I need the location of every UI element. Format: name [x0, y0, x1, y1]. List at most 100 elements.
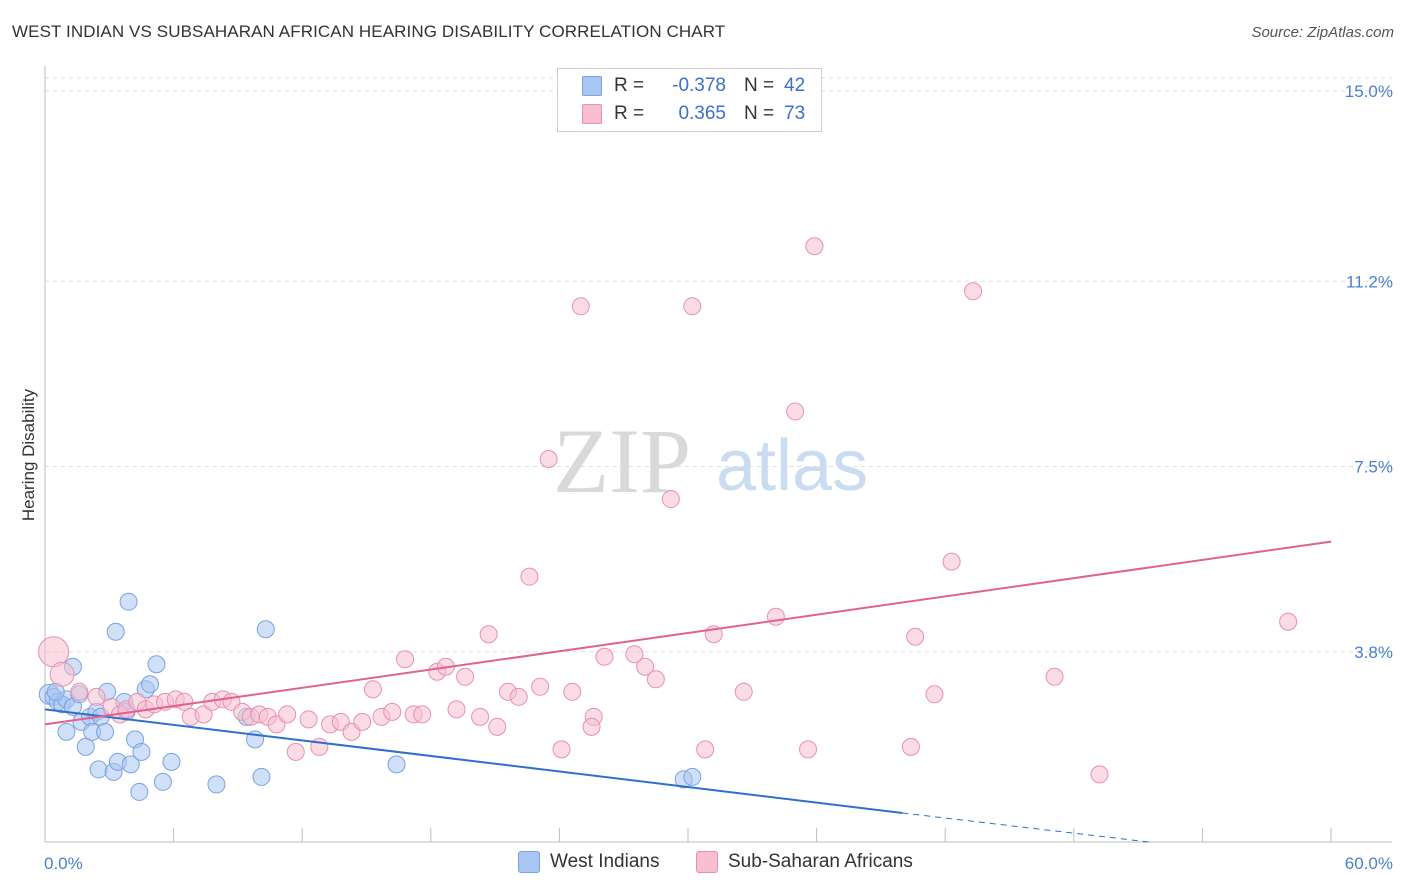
- sub-saharan-point: [520, 567, 539, 586]
- west-indian-trend-extension: [902, 812, 1149, 843]
- sub-saharan-trend-line: [44, 540, 1332, 726]
- legend-n-label: N =: [744, 103, 775, 124]
- sub-saharan-point: [563, 682, 582, 701]
- sub-saharan-point: [1045, 667, 1064, 686]
- sub-saharan-point: [683, 297, 702, 316]
- sub-saharan-point: [552, 740, 571, 759]
- y-tick-label: 7.5%: [1354, 458, 1393, 477]
- west-indian-point: [132, 742, 151, 761]
- sub-saharan-point: [805, 237, 824, 256]
- sub-saharan-point: [696, 740, 715, 759]
- west-indian-point: [57, 722, 76, 741]
- sub-saharan-point: [942, 552, 961, 571]
- sub-saharan-point: [49, 661, 75, 687]
- sub-saharan-point: [509, 687, 528, 706]
- legend-r-value: -0.378: [672, 75, 726, 96]
- west-indian-point: [387, 755, 406, 774]
- sub-saharan-point: [734, 682, 753, 701]
- x-tick-label-max: 60.0%: [1345, 854, 1393, 873]
- x-tick-label-min: 0.0%: [44, 854, 83, 873]
- sub-saharan-point: [766, 607, 785, 626]
- y-axis-label: Hearing Disability: [19, 388, 38, 521]
- bottom-legend-label: Sub-Saharan Africans: [728, 851, 913, 872]
- legend-n-value: 73: [784, 103, 806, 124]
- west-indian-point: [147, 655, 166, 674]
- west-indian-point: [121, 755, 140, 774]
- correlation-legend: R = -0.378 N = 42 R = 0.365 N = 73: [557, 68, 822, 132]
- west-indians-points: [38, 592, 702, 801]
- sub-saharan-point: [799, 740, 818, 759]
- legend-r-label: R =: [614, 75, 645, 96]
- sub-saharan-point: [646, 670, 665, 689]
- sub-saharan-point: [531, 677, 550, 696]
- watermark: ZIP atlas: [553, 410, 868, 512]
- sub-saharan-point: [471, 707, 490, 726]
- gridlines: [45, 77, 1392, 653]
- source-label: Source: ZipAtlas.com: [1251, 24, 1394, 41]
- bottom-legend-label: West Indians: [550, 851, 660, 872]
- legend-r-value: 0.365: [678, 103, 726, 124]
- west-indian-point: [76, 737, 95, 756]
- legend-n-label: N =: [744, 75, 775, 96]
- sub-saharan-point: [1279, 612, 1298, 631]
- watermark-atlas: atlas: [716, 426, 868, 506]
- sub-saharan-point: [571, 297, 590, 316]
- sub-saharan-point: [479, 625, 498, 644]
- y-tick-label: 15.0%: [1345, 82, 1393, 101]
- west-indian-point: [106, 622, 125, 641]
- sub-saharan-point: [488, 717, 507, 736]
- sub-saharan-point: [383, 702, 402, 721]
- west-indian-point: [683, 767, 702, 786]
- sub-saharan-point: [964, 282, 983, 301]
- trend-lines: [44, 540, 1332, 843]
- west-indian-point: [162, 752, 181, 771]
- sub-saharan-point: [87, 687, 106, 706]
- sub-saharan-point: [1090, 765, 1109, 784]
- legend-swatch-west-indians: [582, 76, 602, 96]
- bottom-legend-sub-saharan: Sub-Saharan Africans: [696, 851, 913, 873]
- y-tick-label: 11.2%: [1346, 272, 1393, 291]
- sub-saharan-point: [278, 705, 297, 724]
- west-indian-point: [89, 760, 108, 779]
- bottom-legend-west-indians: West Indians: [518, 851, 659, 873]
- sub-saharan-point: [447, 700, 466, 719]
- sub-saharan-point: [661, 490, 680, 509]
- sub-saharan-point: [786, 402, 805, 421]
- y-tick-label: 3.8%: [1354, 643, 1393, 662]
- sub-saharan-point: [901, 737, 920, 756]
- west-indian-point: [252, 767, 271, 786]
- sub-saharan-point: [353, 712, 372, 731]
- west-indian-point: [256, 620, 275, 639]
- legend-r-label: R =: [614, 103, 645, 124]
- sub-saharan-point: [539, 450, 558, 469]
- west-indian-point: [207, 775, 226, 794]
- sub-saharan-point: [363, 680, 382, 699]
- legend-swatch-sub-saharan: [582, 104, 602, 124]
- west-indian-trend-line: [44, 708, 903, 814]
- sub-saharan-point: [582, 717, 601, 736]
- sub-saharan-point: [925, 685, 944, 704]
- sub-saharan-point: [413, 705, 432, 724]
- west-indian-point: [119, 592, 138, 611]
- west-indian-point: [141, 675, 160, 694]
- sub-saharan-point: [595, 647, 614, 666]
- legend-row-sub-saharan: R = 0.365 N = 73: [582, 101, 805, 127]
- axes: [44, 66, 1392, 843]
- west-indian-point: [96, 722, 115, 741]
- sub-saharan-point: [286, 742, 305, 761]
- sub-saharan-point: [636, 657, 655, 676]
- legend-n-value: 42: [784, 75, 806, 96]
- legend-row-west-indians: R = -0.378 N = 42: [582, 73, 805, 99]
- chart-title: WEST INDIAN VS SUBSAHARAN AFRICAN HEARIN…: [12, 22, 726, 41]
- axis-labels: 3.8% 7.5% 11.2% 15.0% 0.0% 60.0% Hearing Disab…: [19, 82, 1393, 873]
- sub-saharan-point: [70, 682, 89, 701]
- sub-saharan-point: [194, 705, 213, 724]
- west-indian-point: [130, 782, 149, 801]
- sub-saharan-point: [456, 667, 475, 686]
- bottom-legend-swatch-blue: [518, 851, 540, 873]
- sub-saharan-point: [906, 627, 925, 646]
- sub-saharan-point: [396, 650, 415, 669]
- west-indian-point: [153, 772, 172, 791]
- sub-saharan-point: [299, 710, 318, 729]
